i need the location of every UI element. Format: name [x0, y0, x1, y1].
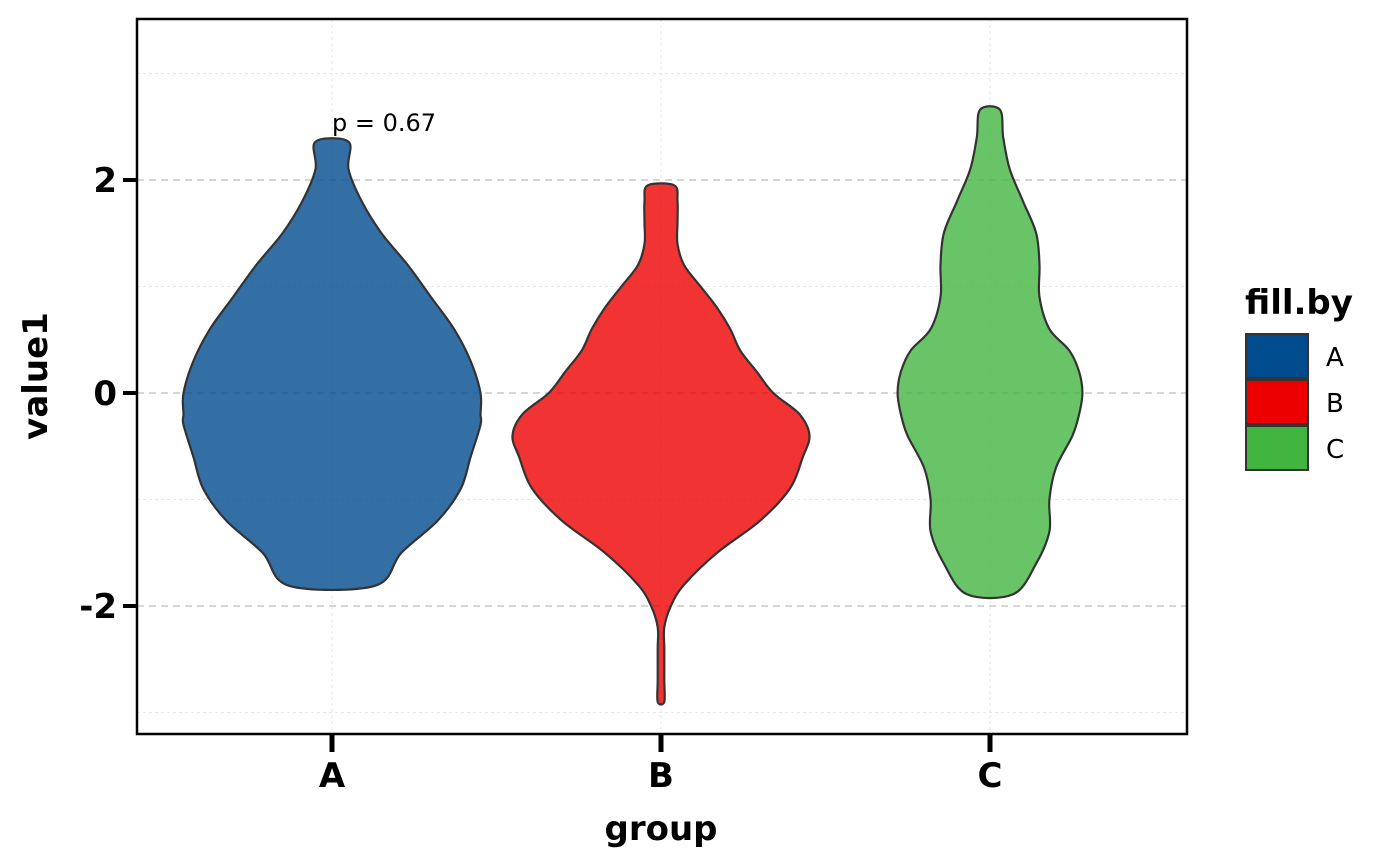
- x-tick-label: B: [648, 756, 674, 796]
- y-tick-label: 0: [93, 374, 117, 414]
- p-value-annotation: p = 0.67: [332, 109, 436, 137]
- legend-swatch-c: [1245, 425, 1309, 471]
- legend: fill.by ABC: [1245, 283, 1353, 471]
- y-axis-title: value1: [16, 312, 56, 440]
- x-tick-label: C: [978, 756, 1003, 796]
- violin-a: [181, 137, 483, 592]
- y-tick-label: -2: [79, 587, 117, 627]
- violin-b: [511, 182, 811, 706]
- x-axis-title: group: [604, 809, 717, 849]
- legend-title: fill.by: [1245, 283, 1353, 323]
- x-tick-label: A: [319, 756, 346, 796]
- y-tick-label: 2: [93, 161, 117, 201]
- legend-label-b: B: [1326, 389, 1344, 419]
- violin-c: [896, 105, 1084, 600]
- legend-label-a: A: [1326, 343, 1344, 373]
- legend-swatch-a: [1245, 333, 1309, 379]
- axes: -2 0 2 A B C: [79, 161, 1002, 796]
- legend-label-c: C: [1326, 435, 1344, 465]
- annotations: p = 0.67: [332, 109, 436, 137]
- legend-swatch-b: [1245, 379, 1309, 425]
- violin-layer: [181, 105, 1084, 706]
